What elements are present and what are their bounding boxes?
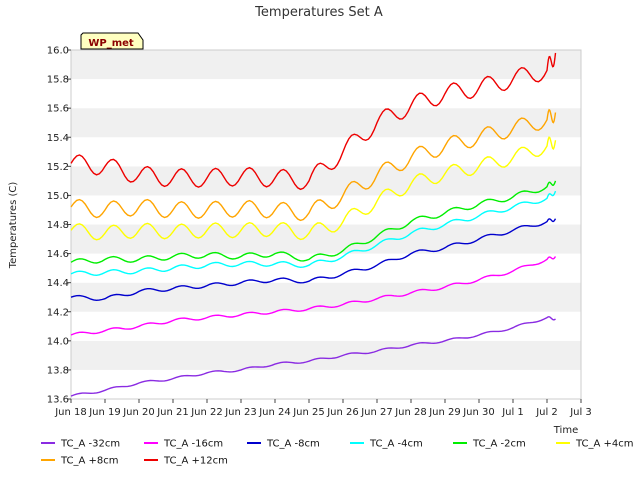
y-tick-label: 13.8 bbox=[47, 365, 69, 376]
grid-bands bbox=[71, 50, 581, 399]
x-tick-label: Jun 24 bbox=[258, 407, 291, 418]
x-tick-label: Jun 21 bbox=[156, 407, 189, 418]
grid-band bbox=[71, 166, 581, 196]
legend-item-label: TC_A -8cm bbox=[266, 439, 320, 450]
legend-item-label: TC_A -4cm bbox=[369, 439, 423, 450]
y-tick-label: 14.4 bbox=[47, 278, 69, 289]
wp-met-badge: WP_met bbox=[80, 32, 144, 50]
legend-item-label: TC_A +8cm bbox=[60, 456, 119, 467]
x-tick-label: Jun 18 bbox=[54, 407, 87, 418]
badge-label: WP_met bbox=[88, 38, 134, 49]
series-line-tc-a-12cm bbox=[70, 52, 557, 191]
y-axis: 13.6 13.8 14.0 14.2 14.4 14.6 14.8 15.0 15.2 15.4… bbox=[47, 46, 71, 406]
grid-band bbox=[71, 369, 581, 399]
legend-item-label: TC_A -16cm bbox=[163, 439, 223, 450]
y-tick-label: 15.8 bbox=[47, 75, 69, 86]
grid-band bbox=[71, 137, 581, 167]
x-tick-label: Jun 27 bbox=[360, 407, 393, 418]
x-tick-label: Jun 30 bbox=[462, 407, 495, 418]
grid-band bbox=[71, 340, 581, 370]
y-tick-label: 14.8 bbox=[47, 220, 69, 231]
x-tick-label: Jun 25 bbox=[292, 407, 325, 418]
series-line-tc-a-16cm bbox=[70, 256, 557, 336]
y-tick-label: 14.0 bbox=[47, 336, 69, 347]
badge-box bbox=[80, 32, 144, 50]
y-tick-label: 14.2 bbox=[47, 307, 69, 318]
x-tick-label: Jul 1 bbox=[501, 407, 524, 418]
x-tick-label: Jun 20 bbox=[122, 407, 155, 418]
y-tick-label: 15.6 bbox=[47, 104, 69, 115]
y-tick-label: 13.6 bbox=[47, 395, 69, 406]
y-tick-label: 16.0 bbox=[47, 46, 69, 57]
series-lines bbox=[70, 52, 557, 397]
series-line-tc-a-4cm bbox=[70, 190, 557, 277]
series-line-tc-a-8cm bbox=[70, 108, 557, 222]
chart-title: Temperatures Set A bbox=[254, 5, 383, 20]
x-tick-label: Jun 29 bbox=[428, 407, 461, 418]
grid-band bbox=[71, 108, 581, 138]
x-axis: Jun 18 Jun 19 Jun 20 Jun 21 Jun 22 Jun 23 Jun … bbox=[54, 399, 592, 418]
legend-item-label: TC_A +4cm bbox=[575, 439, 634, 450]
legend-item-label: TC_A -2cm bbox=[472, 439, 526, 450]
series-line-tc-a-32cm bbox=[70, 316, 556, 397]
series-line-tc-a-4cm bbox=[70, 136, 557, 241]
y-tick-label: 14.6 bbox=[47, 249, 69, 260]
x-tick-label: Jun 23 bbox=[224, 407, 257, 418]
x-tick-label: Jul 3 bbox=[569, 407, 592, 418]
y-tick-label: 15.4 bbox=[47, 133, 69, 144]
y-axis-title: Temperatures (C) bbox=[8, 182, 19, 270]
x-tick-label: Jun 22 bbox=[190, 407, 223, 418]
y-tick-label: 15.2 bbox=[47, 162, 69, 173]
grid-band bbox=[71, 79, 581, 109]
legend-item-label: TC_A +12cm bbox=[163, 456, 228, 467]
x-axis-title: Time bbox=[553, 425, 578, 436]
grid-band bbox=[71, 224, 581, 254]
x-tick-label: Jun 26 bbox=[326, 407, 359, 418]
legend: TC_A -32cm TC_A -16cm TC_A -8cm TC_A -4cm TC… bbox=[41, 439, 634, 467]
x-tick-label: Jun 19 bbox=[88, 407, 121, 418]
x-tick-label: Jun 28 bbox=[394, 407, 427, 418]
legend-item-label: TC_A -32cm bbox=[60, 439, 120, 450]
y-tick-label: 15.0 bbox=[47, 191, 69, 202]
grid-band bbox=[71, 50, 581, 80]
series-line-tc-a-2cm bbox=[70, 180, 557, 264]
series-line-tc-a-8cm bbox=[70, 218, 557, 302]
x-tick-label: Jul 2 bbox=[535, 407, 558, 418]
grid-band bbox=[71, 311, 581, 341]
